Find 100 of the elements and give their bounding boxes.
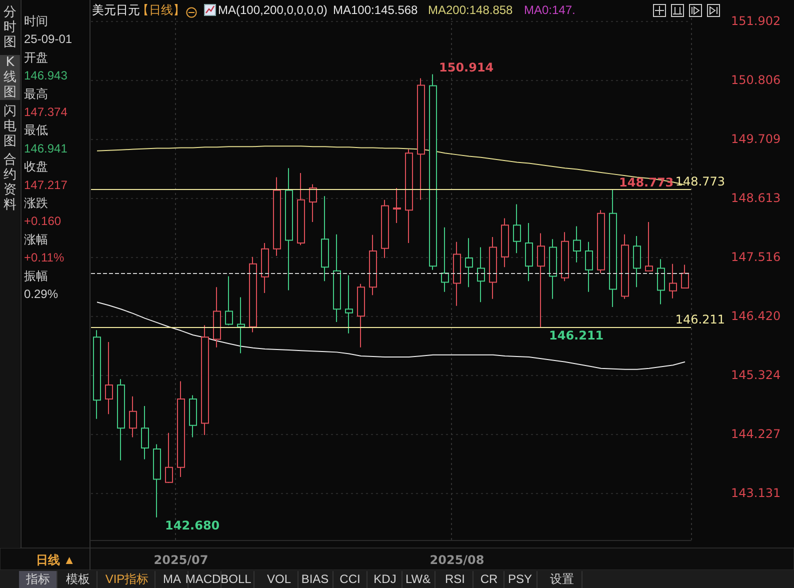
- candlestick: [153, 444, 161, 518]
- candlestick: [201, 324, 209, 436]
- text: 147.217: [24, 178, 68, 192]
- candlestick: [477, 246, 485, 303]
- text: VOL: [266, 572, 292, 586]
- annotation: 142.680: [165, 518, 220, 532]
- candlestick: [609, 189, 617, 308]
- annotation: 150.914: [439, 60, 494, 74]
- candlestick: [105, 341, 113, 415]
- candlestick: [513, 204, 521, 254]
- candlestick: [225, 276, 233, 326]
- candlestick: [465, 238, 473, 288]
- y-tick-label: 148.613: [731, 191, 781, 206]
- candlestick: [645, 221, 653, 272]
- text: RSI: [444, 572, 466, 586]
- candlestick: [549, 238, 557, 300]
- text: K线图: [4, 55, 16, 100]
- y-tick-label: 143.131: [731, 486, 781, 500]
- text: MA: [163, 572, 181, 586]
- candlestick: [117, 378, 125, 461]
- text: MA0:147.: [524, 3, 576, 17]
- text: 指标: [25, 572, 50, 586]
- candlestick: [621, 234, 629, 300]
- candlestick: [405, 148, 413, 244]
- candlestick: [93, 330, 101, 420]
- text: MA200:148.858: [428, 3, 514, 17]
- candlestick: [357, 283, 365, 348]
- candlestick: [381, 199, 389, 259]
- y-tick-label: 151.902: [731, 14, 781, 28]
- text: 146.943: [24, 68, 68, 83]
- text: 最低: [24, 123, 48, 138]
- text: BOLL: [220, 572, 252, 586]
- y-tick-label: 145.324: [731, 368, 781, 382]
- text: LW&: [405, 572, 431, 586]
- candlestick: [273, 176, 281, 256]
- text: MA(100,200,0,0,0,0): [218, 3, 328, 17]
- candlestick: [297, 172, 305, 246]
- text: +0.11%: [24, 250, 64, 265]
- text: +0.160: [24, 214, 62, 228]
- candlestick: [369, 234, 377, 296]
- y-tick-label: 146.420: [731, 309, 781, 324]
- candlestick: [141, 406, 149, 460]
- candlestick: [633, 235, 641, 288]
- text: 146.941: [24, 141, 68, 156]
- y-tick-label: 150.806: [731, 73, 781, 88]
- candlestick: [573, 226, 581, 263]
- candlestick: [189, 394, 197, 438]
- text: KDJ: [374, 572, 396, 586]
- x-tick-label: 2025/07: [154, 553, 208, 567]
- text: 最高: [24, 86, 48, 101]
- candlestick: [285, 168, 293, 291]
- candlestick: [525, 222, 533, 282]
- candlestick: [429, 74, 437, 270]
- candlestick: [417, 78, 425, 200]
- text: 设置: [550, 572, 574, 586]
- text: MA100:145.568: [333, 3, 418, 17]
- y-tick-label: 144.227: [731, 427, 781, 442]
- text: CR: [480, 572, 498, 586]
- text: 147.374: [24, 105, 68, 119]
- text: 涨跌: [24, 196, 48, 210]
- candlestick: [177, 380, 185, 478]
- candlestick: [453, 241, 461, 306]
- candlestick: [561, 232, 569, 282]
- candlestick: [669, 263, 677, 299]
- text: 时间: [24, 14, 48, 28]
- x-tick-label: 2025/08: [430, 553, 484, 567]
- candlestick: [237, 296, 245, 354]
- candlestick: [393, 188, 401, 224]
- candlestick: [345, 274, 353, 334]
- annotation: 146.211: [549, 328, 604, 342]
- ref-line-label: 146.211: [675, 312, 725, 326]
- ref-line-label: 148.773: [675, 174, 725, 189]
- text: BIAS: [301, 572, 329, 586]
- text: MACD: [185, 572, 221, 586]
- candlestick: [681, 264, 689, 289]
- text: 模板: [66, 572, 90, 586]
- y-tick-label: 149.709: [731, 132, 781, 146]
- text: 25-09-01: [24, 32, 72, 46]
- text: 开盘: [24, 50, 48, 64]
- candlestick: [537, 232, 545, 328]
- candlestick: [441, 226, 449, 292]
- candlestick: [597, 210, 605, 274]
- candlestick: [261, 242, 269, 294]
- candlestick: [213, 286, 221, 348]
- text: 合约资料: [4, 152, 16, 212]
- candlestick: [165, 432, 173, 484]
- text: 涨幅: [24, 232, 48, 246]
- candlestick: [585, 241, 593, 292]
- text: CCI: [340, 572, 360, 586]
- text: PSY: [508, 572, 532, 586]
- candlestick: [249, 256, 257, 333]
- text: 振幅: [24, 268, 48, 283]
- text: 分时图: [4, 5, 16, 50]
- candlestick: [321, 196, 329, 282]
- candlestick: [129, 396, 137, 438]
- candlestick: [501, 218, 509, 268]
- text: 闪电图: [4, 104, 16, 149]
- annotation: 148.773: [619, 176, 674, 190]
- text: 收盘: [24, 160, 48, 174]
- candlestick: [309, 184, 317, 222]
